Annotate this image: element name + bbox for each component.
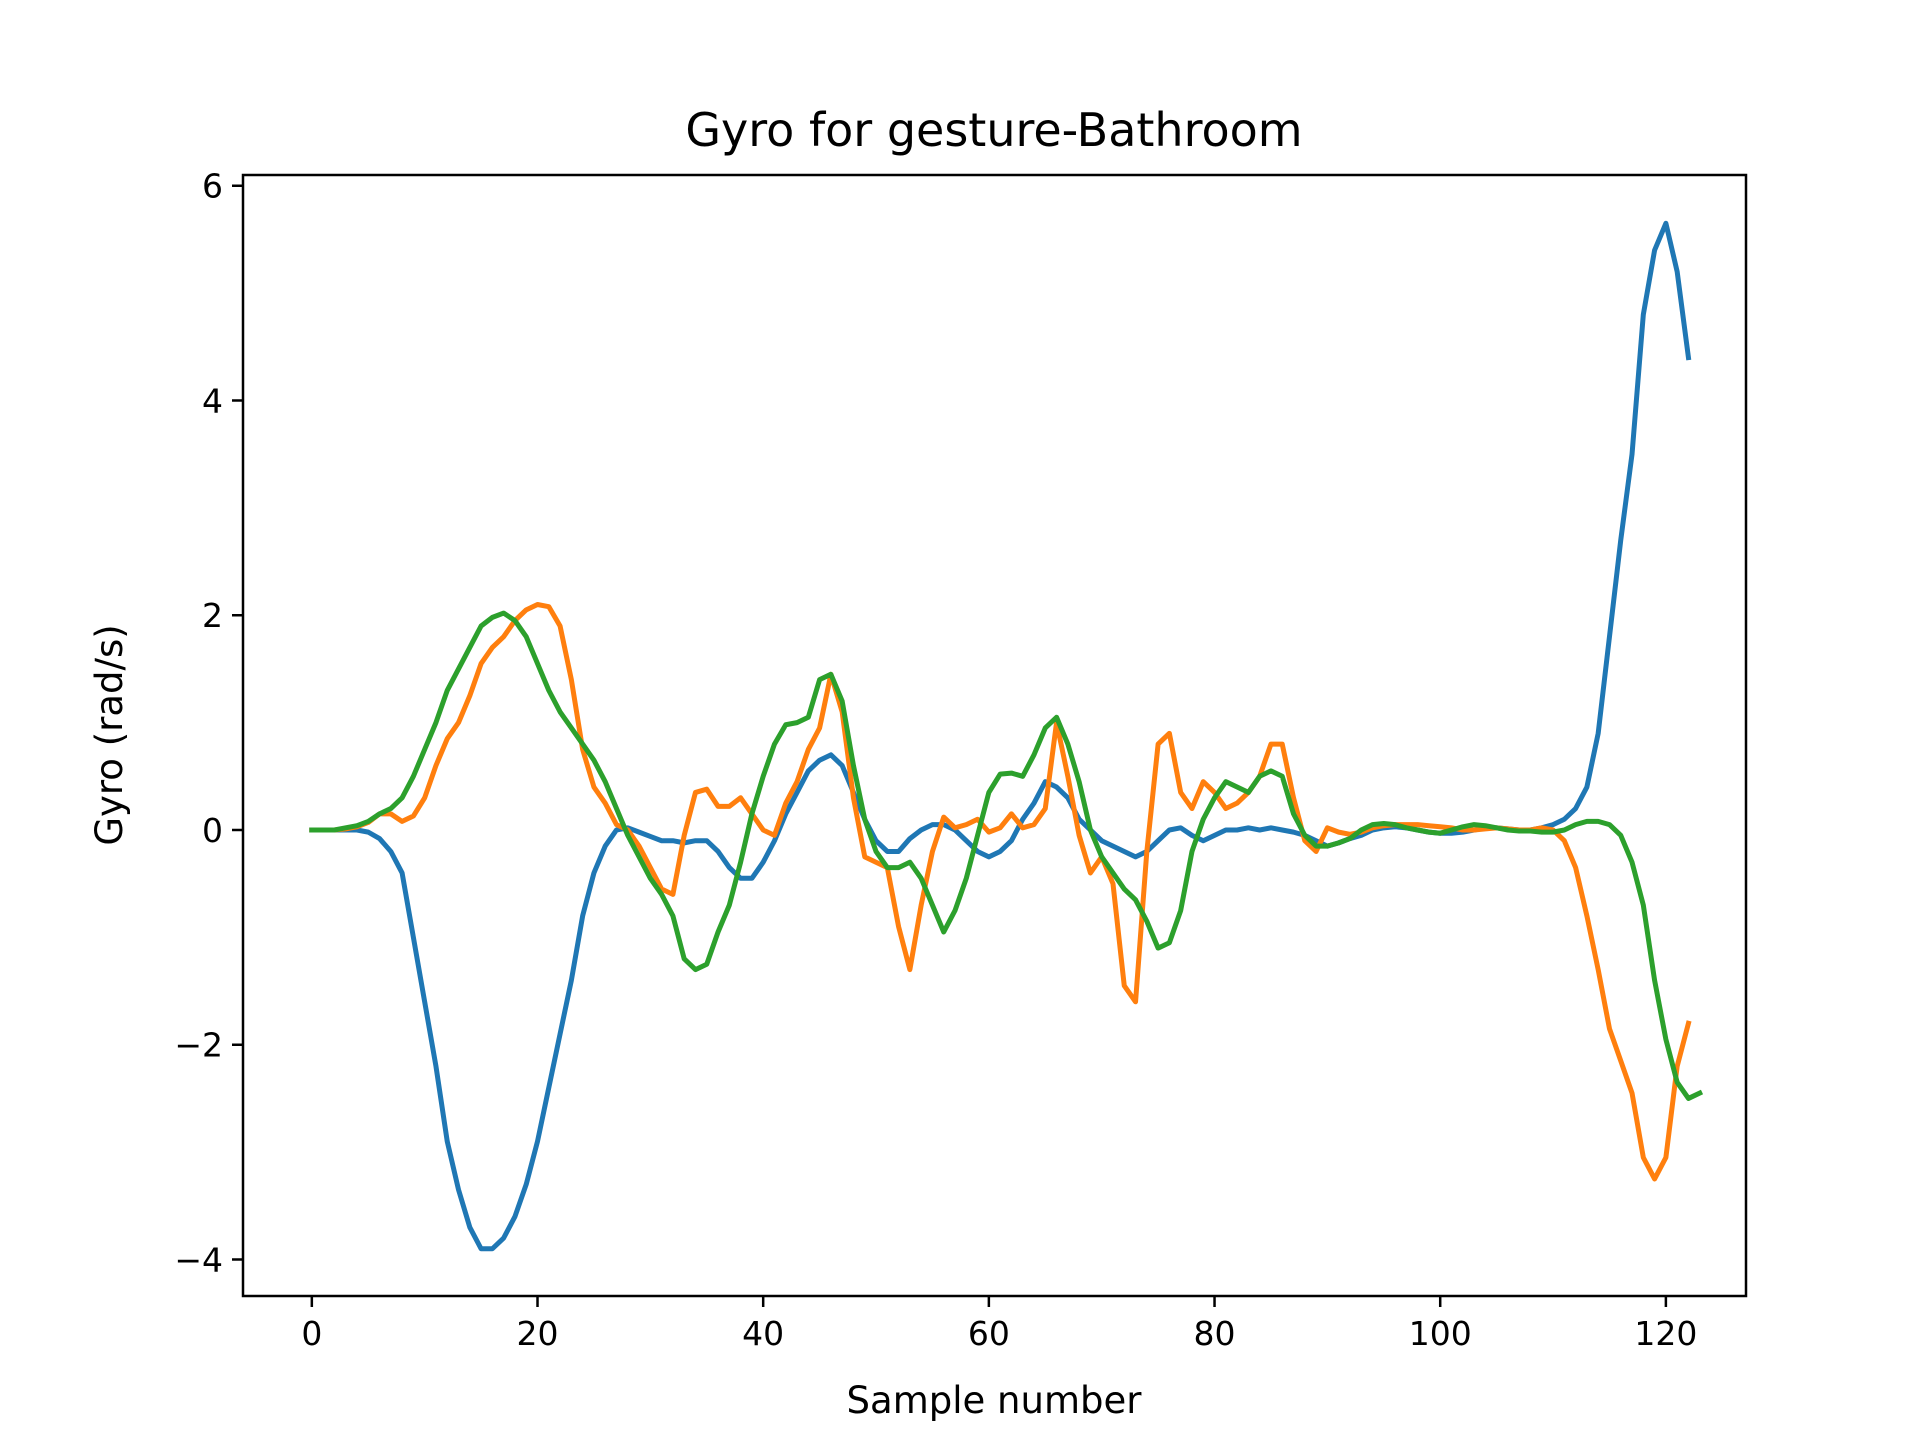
x-tick-label: 60 — [968, 1314, 1010, 1353]
x-tick-label: 20 — [517, 1314, 559, 1353]
x-axis-ticks: 0 20 40 60 80 100 120 — [301, 1296, 1697, 1353]
plot-area-frame — [241, 173, 1748, 1298]
x-tick-label: 40 — [742, 1314, 784, 1353]
x-tick-label: 120 — [1634, 1314, 1697, 1353]
x-tick-label: 0 — [301, 1314, 322, 1353]
y-tick-label: −2 — [174, 1026, 223, 1065]
x-tick-label: 80 — [1194, 1314, 1236, 1353]
y-tick-label: −4 — [174, 1240, 223, 1279]
chart-title: Gyro for gesture-Bathroom — [685, 103, 1302, 157]
y-axis-title: Gyro (rad/s) — [88, 624, 131, 845]
y-tick-label: 0 — [202, 811, 223, 850]
y-tick-label: 4 — [202, 381, 223, 420]
y-tick-label: 6 — [202, 167, 223, 206]
y-axis-ticks: −4 −2 0 2 4 6 — [174, 167, 243, 1279]
x-tick-label: 100 — [1409, 1314, 1472, 1353]
series-line-3 — [309, 610, 1704, 1101]
y-tick-label: 2 — [202, 596, 223, 635]
series-lines — [309, 220, 1704, 1252]
series-line-2 — [309, 602, 1692, 1182]
series-line-1 — [309, 220, 1692, 1252]
x-axis-title: Sample number — [847, 1379, 1143, 1422]
